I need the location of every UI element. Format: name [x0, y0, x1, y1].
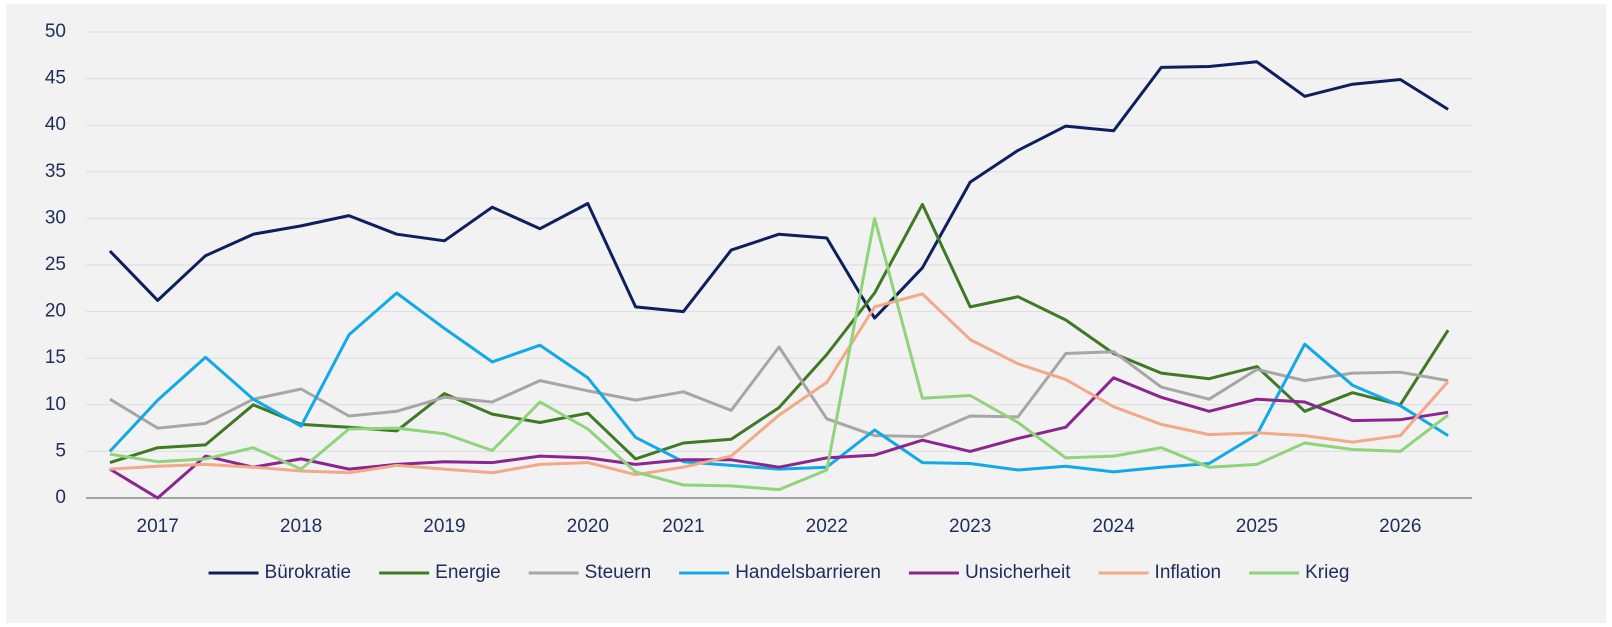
series-line: [109, 216, 1450, 492]
y-tick-label: 50: [45, 21, 66, 42]
series-line: [108, 60, 1449, 320]
x-tick-label: 2021: [662, 516, 704, 537]
x-tick-label: 2017: [137, 516, 179, 537]
series-line: [109, 202, 1450, 465]
y-tick-label: 30: [45, 207, 66, 228]
legend-label: Energie: [435, 562, 501, 583]
chart-background: [6, 4, 1606, 623]
y-tick-label: 0: [55, 487, 66, 508]
legend-label: Krieg: [1305, 562, 1349, 583]
legend-label: Unsicherheit: [965, 562, 1071, 583]
legend-label: Handelsbarrieren: [735, 562, 881, 583]
series-line: [108, 291, 1449, 474]
legend-label: Bürokratie: [265, 562, 352, 583]
y-tick-label: 45: [45, 68, 66, 89]
y-tick-label: 35: [45, 161, 66, 182]
x-tick-label: 2019: [423, 516, 465, 537]
y-tick-label: 15: [45, 347, 66, 368]
x-tick-label: 2022: [806, 516, 848, 537]
series-line: [109, 292, 1450, 477]
y-tick-label: 20: [45, 301, 66, 322]
x-tick-label: 2025: [1236, 516, 1278, 537]
x-tick-label: 2018: [280, 516, 322, 537]
y-tick-label: 25: [45, 254, 66, 275]
x-tick-label: 2024: [1092, 516, 1135, 537]
series-line: [109, 345, 1449, 438]
x-tick-label: 2020: [567, 516, 609, 537]
x-tick-label: 2026: [1379, 516, 1421, 537]
x-tick-label: 2023: [949, 516, 991, 537]
y-tick-label: 10: [45, 394, 66, 415]
series-line: [109, 376, 1449, 500]
legend-label: Inflation: [1155, 562, 1222, 583]
y-tick-label: 40: [45, 114, 66, 135]
legend-label: Steuern: [585, 562, 652, 583]
y-tick-label: 5: [55, 440, 66, 461]
